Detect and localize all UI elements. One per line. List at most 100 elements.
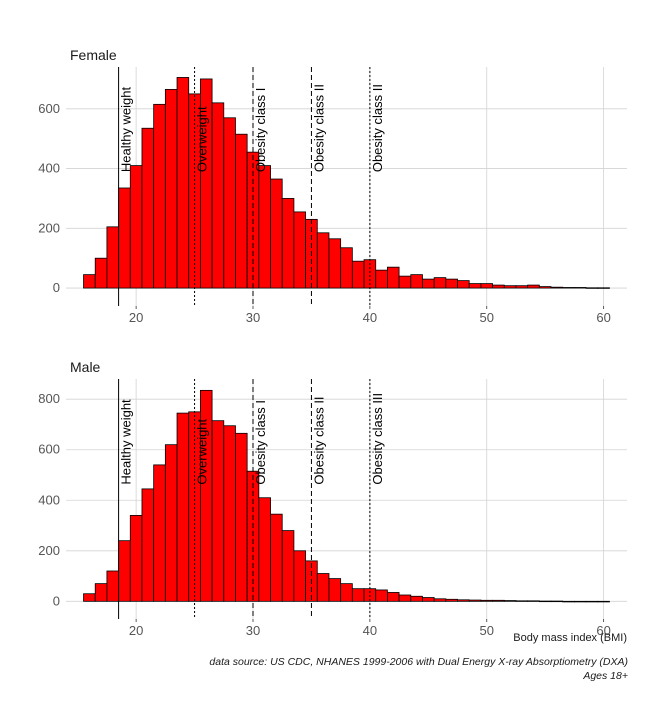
histogram-bar [328,238,342,289]
histogram-bar [106,570,119,602]
histogram-bar [258,497,271,602]
histogram-bar [492,599,505,602]
histogram-bar [515,600,529,602]
histogram-bar [480,283,493,289]
reference-line-label: Obesity class II [311,396,326,484]
histogram-bar [211,102,225,289]
chart-caption-source: data source: US CDC, NHANES 1999-2006 wi… [209,656,628,668]
histogram-bar [94,583,108,602]
panel-title: Female [70,47,117,63]
histogram-bar [258,165,271,289]
histogram-bar [293,550,306,602]
histogram-bar [503,600,517,602]
histogram-bar [398,594,412,602]
histogram-bar [538,600,552,603]
histogram-bar [129,165,143,289]
histogram-bar [270,178,283,289]
histogram-bar [316,573,330,602]
histogram-bar [235,133,248,289]
y-tick-label: 200 [38,220,60,235]
histogram-bar [597,600,610,603]
panel-title: Male [70,359,101,375]
histogram-bar [433,277,447,289]
histogram-bar [118,187,131,289]
histogram-bar [375,589,388,602]
y-tick-label: 400 [38,161,60,176]
histogram-bar [527,600,540,602]
reference-line-label: Healthy weight [119,87,134,173]
histogram-bar [468,283,482,289]
x-tick-label: 50 [480,623,494,638]
histogram-bar [492,284,505,289]
histogram-bar [457,599,470,602]
reference-line-label: Obesity class I [253,400,268,485]
histogram-bar [480,599,493,602]
panel-female: Female Healthy weight Overweight Obesity cl… [38,47,627,325]
reference-line-label: Overweight [195,106,210,172]
histogram-bar [211,420,225,602]
histogram-bar [585,600,599,603]
histogram-bar [585,287,599,289]
chart-caption-ages: Ages 18+ [583,670,628,682]
histogram-bar [293,211,306,289]
x-tick-label: 30 [246,623,260,638]
x-tick-label: 50 [480,310,494,325]
histogram-bar [503,285,517,289]
histogram-bar [340,583,353,602]
histogram-bar [235,432,248,602]
histogram-bar [153,464,166,602]
x-tick-label: 60 [596,310,610,325]
reference-line-label: Overweight [195,418,210,484]
x-tick-label: 20 [129,623,143,638]
reference-line-label: Obesity class II [370,84,385,172]
histogram-bar [527,284,540,289]
reference-line-label: Healthy weight [119,399,134,485]
histogram-bar [106,226,119,289]
histogram-bar [164,89,178,289]
histogram-bar [141,488,155,602]
reference-line-label: Obesity class II [311,84,326,172]
x-axis-label: Body mass index (BMI) [513,632,627,644]
histogram-bar [445,278,458,289]
histogram-bar [176,412,190,602]
x-tick-label: 60 [596,623,610,638]
histogram-bar [410,274,423,289]
histogram-bar [153,103,166,289]
histogram-bar [328,578,342,602]
histogram-bar [597,287,610,289]
histogram-bar [457,280,470,289]
histogram-bar [550,286,564,289]
histogram-bar [422,597,435,602]
histogram-bar [398,275,412,289]
histogram-bar [270,513,283,602]
histogram-bar [375,269,388,289]
reference-line-label: Obesity class III [370,393,385,485]
x-tick-label: 20 [129,310,143,325]
histogram-bar [351,260,365,289]
histogram-bar [223,425,236,602]
panel-male: Male Healthy weight Overweight Obesity clas… [38,359,627,638]
histogram-bar [562,287,575,289]
histogram-bar [515,285,529,289]
histogram-bar [387,592,400,602]
y-tick-label: 800 [38,391,60,406]
histogram-bar [141,127,155,289]
histogram-bar [83,274,96,289]
histogram-bar [538,286,552,289]
histogram-bar [574,600,587,603]
histogram-bar [129,515,143,602]
y-tick-label: 0 [53,280,60,295]
histogram-bar [433,598,447,602]
histogram-bar [574,287,587,289]
histogram-bar [550,600,564,603]
histogram-bar [223,117,236,289]
histogram-bar [468,599,482,602]
y-tick-label: 400 [38,492,60,507]
histogram-bar [445,598,458,602]
histogram-bar [176,77,190,289]
histogram-bar [316,232,330,289]
histogram-bar [422,278,435,289]
y-tick-label: 600 [38,442,60,457]
histogram-bar [351,588,365,602]
histogram-bar [94,257,108,289]
